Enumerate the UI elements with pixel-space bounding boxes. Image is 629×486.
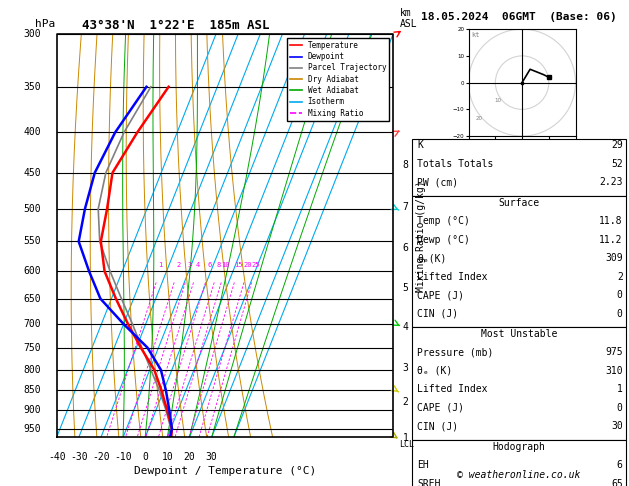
- Text: 800: 800: [23, 364, 41, 375]
- Text: 2: 2: [177, 262, 181, 268]
- Text: 1: 1: [403, 433, 408, 443]
- Text: 52: 52: [611, 159, 623, 169]
- Text: 6: 6: [617, 460, 623, 470]
- Text: 900: 900: [23, 405, 41, 415]
- Text: 7: 7: [403, 202, 408, 212]
- Text: 500: 500: [23, 204, 41, 214]
- Text: 400: 400: [23, 127, 41, 138]
- Text: Surface: Surface: [498, 198, 540, 208]
- Text: 1: 1: [159, 262, 163, 268]
- Text: 11.8: 11.8: [599, 216, 623, 226]
- Text: 310: 310: [605, 366, 623, 376]
- Text: θₑ(K): θₑ(K): [417, 253, 447, 263]
- Text: 20: 20: [184, 451, 196, 462]
- Text: 700: 700: [23, 319, 41, 329]
- Text: 450: 450: [23, 168, 41, 178]
- Legend: Temperature, Dewpoint, Parcel Trajectory, Dry Adiabat, Wet Adiabat, Isotherm, Mi: Temperature, Dewpoint, Parcel Trajectory…: [287, 38, 389, 121]
- Text: -20: -20: [92, 451, 109, 462]
- Text: 975: 975: [605, 347, 623, 358]
- Text: 850: 850: [23, 385, 41, 396]
- Text: 350: 350: [23, 82, 41, 92]
- Text: 3: 3: [403, 363, 408, 373]
- Text: 10: 10: [162, 451, 173, 462]
- Text: 300: 300: [23, 29, 41, 39]
- Text: 6: 6: [403, 243, 408, 253]
- Text: CIN (J): CIN (J): [417, 309, 458, 319]
- Text: 600: 600: [23, 266, 41, 276]
- Text: 4: 4: [403, 322, 408, 332]
- Text: 650: 650: [23, 294, 41, 304]
- Text: 29: 29: [611, 140, 623, 151]
- Text: 25: 25: [252, 262, 260, 268]
- Text: 43°38'N  1°22'E  185m ASL: 43°38'N 1°22'E 185m ASL: [82, 18, 269, 32]
- Text: EH: EH: [417, 460, 429, 470]
- Text: 8: 8: [216, 262, 221, 268]
- Text: 15: 15: [234, 262, 243, 268]
- Text: Dewp (°C): Dewp (°C): [417, 235, 470, 245]
- Text: 0: 0: [617, 309, 623, 319]
- Text: © weatheronline.co.uk: © weatheronline.co.uk: [457, 470, 581, 480]
- Text: CAPE (J): CAPE (J): [417, 403, 464, 413]
- Text: 10: 10: [221, 262, 230, 268]
- Text: Temp (°C): Temp (°C): [417, 216, 470, 226]
- Text: LCL: LCL: [399, 440, 415, 449]
- Text: 3: 3: [187, 262, 192, 268]
- Text: 1: 1: [617, 384, 623, 395]
- Text: CAPE (J): CAPE (J): [417, 290, 464, 300]
- Text: 750: 750: [23, 343, 41, 353]
- Text: 11.2: 11.2: [599, 235, 623, 245]
- Text: 5: 5: [403, 283, 408, 294]
- Text: SREH: SREH: [417, 479, 440, 486]
- Text: K: K: [417, 140, 423, 151]
- Text: -40: -40: [48, 451, 65, 462]
- Text: 0: 0: [617, 403, 623, 413]
- Text: Lifted Index: Lifted Index: [417, 272, 487, 282]
- Text: 2: 2: [403, 397, 408, 406]
- Text: 18.05.2024  06GMT  (Base: 06): 18.05.2024 06GMT (Base: 06): [421, 12, 617, 22]
- Text: PW (cm): PW (cm): [417, 177, 458, 188]
- Text: θₑ (K): θₑ (K): [417, 366, 452, 376]
- Text: 6: 6: [208, 262, 212, 268]
- Text: 65: 65: [611, 479, 623, 486]
- Text: 10: 10: [495, 98, 502, 103]
- Text: 0: 0: [142, 451, 148, 462]
- Text: CIN (J): CIN (J): [417, 421, 458, 432]
- Text: Most Unstable: Most Unstable: [481, 329, 557, 339]
- Text: Dewpoint / Temperature (°C): Dewpoint / Temperature (°C): [134, 466, 316, 476]
- Text: 30: 30: [611, 421, 623, 432]
- Text: 20: 20: [476, 117, 483, 122]
- Text: 950: 950: [23, 423, 41, 434]
- Text: hPa: hPa: [35, 19, 55, 29]
- Text: 309: 309: [605, 253, 623, 263]
- Text: 0: 0: [617, 290, 623, 300]
- Text: 30: 30: [206, 451, 218, 462]
- Text: 4: 4: [196, 262, 200, 268]
- Text: -10: -10: [114, 451, 132, 462]
- Text: Mixing Ratio (g/kg): Mixing Ratio (g/kg): [416, 180, 426, 292]
- Text: 2: 2: [617, 272, 623, 282]
- Text: kt: kt: [471, 32, 480, 38]
- Text: 8: 8: [403, 160, 408, 170]
- Text: Pressure (mb): Pressure (mb): [417, 347, 493, 358]
- Text: Lifted Index: Lifted Index: [417, 384, 487, 395]
- Text: -30: -30: [70, 451, 87, 462]
- Text: 20: 20: [244, 262, 252, 268]
- Text: 550: 550: [23, 237, 41, 246]
- Text: 2.23: 2.23: [599, 177, 623, 188]
- Text: Totals Totals: Totals Totals: [417, 159, 493, 169]
- Text: Hodograph: Hodograph: [493, 442, 545, 452]
- Text: km
ASL: km ASL: [399, 8, 417, 29]
